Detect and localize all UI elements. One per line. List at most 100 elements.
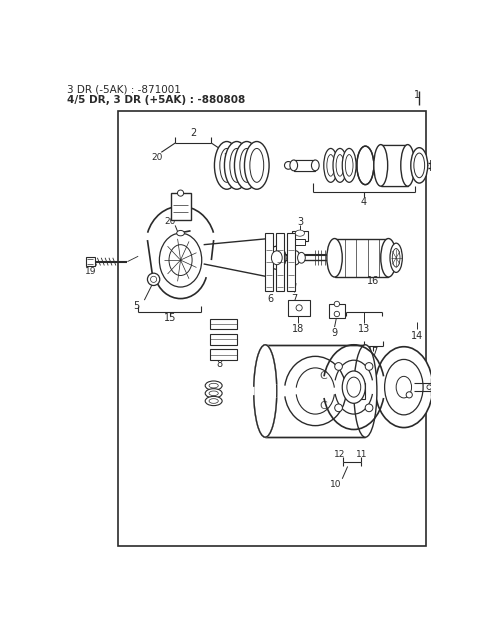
Text: C: C <box>319 371 327 381</box>
Ellipse shape <box>384 360 423 415</box>
Ellipse shape <box>334 301 339 307</box>
Bar <box>210 350 237 360</box>
Ellipse shape <box>312 160 319 171</box>
Ellipse shape <box>205 396 222 406</box>
Ellipse shape <box>209 399 218 403</box>
Ellipse shape <box>390 243 402 273</box>
Ellipse shape <box>209 383 218 388</box>
Ellipse shape <box>296 305 302 311</box>
Text: 4/5 DR, 3 DR (+5AK) : -880808: 4/5 DR, 3 DR (+5AK) : -880808 <box>67 95 246 105</box>
Ellipse shape <box>205 381 222 390</box>
Ellipse shape <box>271 251 282 265</box>
Bar <box>335 238 388 277</box>
Ellipse shape <box>357 146 374 184</box>
Ellipse shape <box>290 160 298 171</box>
Bar <box>86 257 95 266</box>
Ellipse shape <box>414 153 425 178</box>
Ellipse shape <box>381 238 396 277</box>
Ellipse shape <box>335 404 342 412</box>
Ellipse shape <box>209 391 218 396</box>
Ellipse shape <box>178 190 184 196</box>
Text: 19: 19 <box>84 267 96 276</box>
Text: 4: 4 <box>361 197 367 207</box>
Ellipse shape <box>365 404 373 412</box>
Ellipse shape <box>374 145 388 186</box>
Ellipse shape <box>215 142 239 189</box>
Ellipse shape <box>356 388 362 394</box>
Text: 21: 21 <box>411 409 423 419</box>
Text: 2: 2 <box>191 128 197 138</box>
Ellipse shape <box>396 376 411 398</box>
Ellipse shape <box>347 377 361 397</box>
Text: 20: 20 <box>165 217 176 226</box>
Ellipse shape <box>427 385 432 389</box>
Bar <box>276 233 284 291</box>
Ellipse shape <box>335 363 342 370</box>
Ellipse shape <box>267 247 286 270</box>
Ellipse shape <box>295 230 304 236</box>
Text: 3 DR (-5AK) : -871001: 3 DR (-5AK) : -871001 <box>67 85 181 95</box>
Bar <box>265 233 273 291</box>
Text: 15: 15 <box>164 313 177 323</box>
Text: 12: 12 <box>334 450 346 459</box>
Ellipse shape <box>406 392 412 398</box>
Ellipse shape <box>147 273 160 286</box>
Bar <box>329 304 345 318</box>
Ellipse shape <box>230 148 244 183</box>
Text: 10: 10 <box>330 481 342 489</box>
Text: 3: 3 <box>297 217 303 227</box>
Ellipse shape <box>177 230 184 236</box>
Ellipse shape <box>354 345 377 437</box>
Ellipse shape <box>327 155 335 176</box>
Ellipse shape <box>392 248 400 267</box>
Ellipse shape <box>234 142 259 189</box>
Ellipse shape <box>333 148 347 183</box>
Ellipse shape <box>334 311 339 317</box>
Text: 14: 14 <box>411 330 423 340</box>
Bar <box>294 160 315 171</box>
Ellipse shape <box>327 238 342 277</box>
Ellipse shape <box>324 148 337 183</box>
Bar <box>210 319 237 329</box>
Ellipse shape <box>250 148 264 183</box>
Ellipse shape <box>254 345 277 437</box>
Ellipse shape <box>298 252 305 263</box>
Text: 18: 18 <box>292 324 304 334</box>
Text: 13: 13 <box>358 324 370 334</box>
Ellipse shape <box>205 389 222 398</box>
Text: 8: 8 <box>216 359 222 369</box>
Bar <box>287 233 295 291</box>
Text: 6: 6 <box>267 294 274 304</box>
Ellipse shape <box>225 142 249 189</box>
Ellipse shape <box>220 148 234 183</box>
Bar <box>354 383 365 399</box>
Ellipse shape <box>285 161 292 170</box>
Bar <box>292 231 308 241</box>
Bar <box>265 345 365 437</box>
Text: 9: 9 <box>332 329 337 338</box>
Ellipse shape <box>244 142 269 189</box>
Ellipse shape <box>240 148 254 183</box>
Bar <box>210 334 237 345</box>
Ellipse shape <box>411 148 428 183</box>
Ellipse shape <box>151 276 156 283</box>
Ellipse shape <box>342 371 365 403</box>
Text: 11: 11 <box>356 450 367 459</box>
Bar <box>288 300 310 315</box>
Bar <box>295 239 304 245</box>
Text: 17: 17 <box>367 348 379 358</box>
Text: 21: 21 <box>223 153 235 162</box>
Bar <box>171 193 192 220</box>
Ellipse shape <box>365 363 373 370</box>
Ellipse shape <box>342 148 356 183</box>
Ellipse shape <box>336 155 344 176</box>
Text: 16: 16 <box>367 276 379 286</box>
Ellipse shape <box>345 155 353 176</box>
Text: 5: 5 <box>133 301 139 311</box>
Bar <box>381 145 408 186</box>
Text: 1: 1 <box>414 90 420 101</box>
Ellipse shape <box>375 347 433 428</box>
Text: C: C <box>319 401 327 411</box>
Ellipse shape <box>292 251 300 265</box>
Ellipse shape <box>401 145 415 186</box>
